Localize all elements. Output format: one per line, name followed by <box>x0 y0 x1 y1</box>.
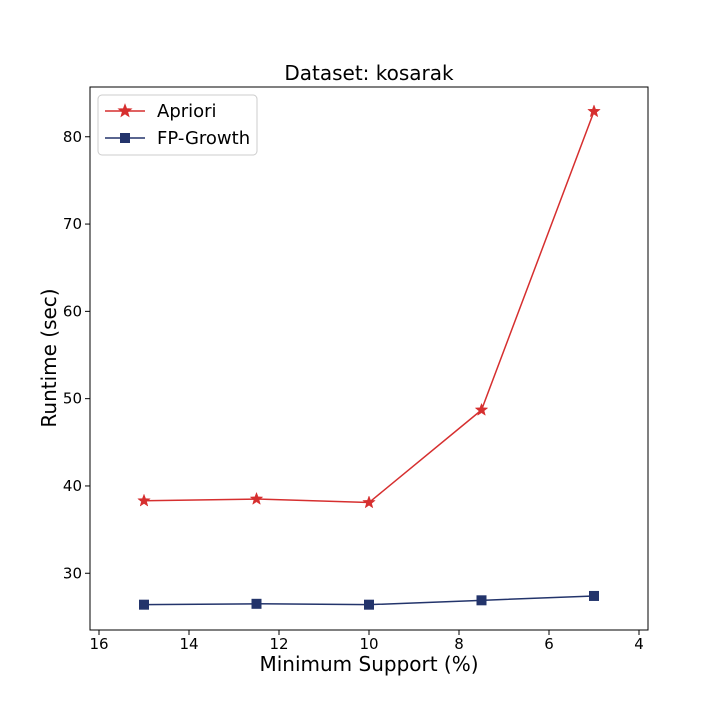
legend-item-fp-growth: FP-Growth <box>105 128 250 149</box>
data-point-apriori <box>249 491 264 505</box>
data-point-fp-growth <box>139 599 149 610</box>
data-point-fp-growth <box>589 590 599 601</box>
x-tick-label: 10 <box>359 635 378 653</box>
x-axis-label: Minimum Support (%) <box>259 652 478 676</box>
data-point-apriori <box>362 495 376 509</box>
y-tick-label: 60 <box>63 302 82 320</box>
legend-star-marker <box>117 103 133 118</box>
y-tick-label: 70 <box>63 215 82 233</box>
legend-label-apriori: Apriori <box>157 101 217 122</box>
x-tick-label: 16 <box>89 635 108 653</box>
y-tick-label: 30 <box>63 564 82 582</box>
legend-box <box>97 94 258 156</box>
x-tick-label: 14 <box>179 635 198 653</box>
data-point-fp-growth <box>476 595 487 606</box>
data-point-apriori <box>587 104 601 118</box>
data-point-apriori <box>137 493 151 507</box>
plot-area <box>89 86 649 631</box>
y-axis: 30 40 50 60 70 80 <box>63 128 90 582</box>
legend-label-fp-growth: FP-Growth <box>157 128 250 149</box>
x-tick-label: 6 <box>544 635 554 653</box>
x-tick-label: 4 <box>634 635 644 653</box>
y-tick-label: 80 <box>63 128 82 146</box>
y-tick-label: 40 <box>63 477 82 495</box>
chart-title: Dataset: kosarak <box>284 61 454 85</box>
data-point-apriori <box>474 402 489 416</box>
legend: Apriori FP-Growth <box>97 94 258 156</box>
y-axis-label: Runtime (sec) <box>37 288 61 427</box>
legend-item-apriori: Apriori <box>105 101 217 122</box>
series-line-apriori <box>143 111 595 504</box>
data-point-fp-growth <box>251 598 262 609</box>
data-point-fp-growth <box>364 599 374 610</box>
series-layer <box>137 104 601 610</box>
legend-square-marker <box>120 133 130 143</box>
x-tick-label: 8 <box>454 635 464 653</box>
y-tick-label: 50 <box>63 390 82 408</box>
x-axis: 16 14 12 10 8 6 4 <box>89 630 644 653</box>
x-tick-label: 12 <box>269 635 288 653</box>
